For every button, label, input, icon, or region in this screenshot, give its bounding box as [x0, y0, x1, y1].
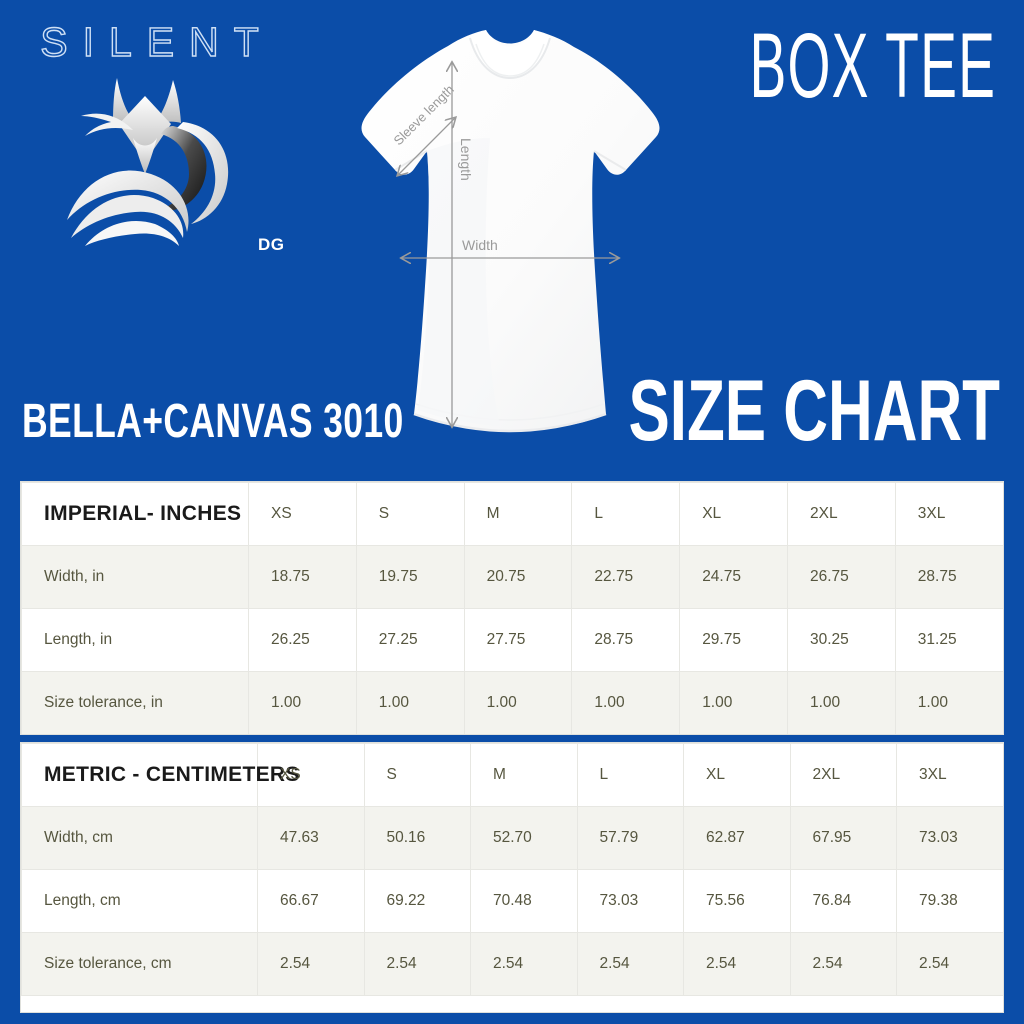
- cell-length-in-xs: 26.25: [248, 608, 357, 672]
- size-chart-title: SIZE CHART: [628, 363, 1000, 459]
- cell-width-in-s: 19.75: [355, 545, 465, 609]
- table-row: Size tolerance, cm 2.54 2.54 2.54 2.54 2…: [21, 932, 1003, 996]
- cell-tolerance-cm-l: 2.54: [576, 932, 684, 996]
- cell-tolerance-cm-s: 2.54: [363, 932, 471, 996]
- cell-width-cm-xs: 47.63: [257, 806, 365, 870]
- style-number-label: BELLA+CANVAS 3010: [22, 395, 404, 448]
- cell-tolerance-in-xs: 1.00: [248, 671, 357, 734]
- cell-tolerance-in-xl: 1.00: [679, 671, 788, 734]
- metric-size-header-s: S: [363, 743, 471, 807]
- cell-width-in-xs: 18.75: [248, 545, 357, 609]
- cell-tolerance-cm-2xl: 2.54: [789, 932, 897, 996]
- cell-tolerance-in-m: 1.00: [463, 671, 573, 734]
- table-row: Size tolerance, in 1.00 1.00 1.00 1.00 1…: [21, 671, 1003, 734]
- cell-tolerance-in-s: 1.00: [355, 671, 465, 734]
- product-title: BOX TEE: [749, 15, 996, 117]
- size-header-l: L: [571, 482, 681, 546]
- row-label-length-in: Length, in: [21, 608, 249, 672]
- imperial-unit-header: IMPERIAL- INCHES: [21, 482, 249, 546]
- cell-tolerance-in-2xl: 1.00: [786, 671, 896, 734]
- cell-length-in-m: 27.75: [463, 608, 573, 672]
- cell-length-cm-xl: 75.56: [683, 869, 791, 933]
- metric-size-header-3xl: 3XL: [896, 743, 1003, 807]
- fox-swirl-logo-icon: [67, 78, 229, 246]
- size-header-3xl: 3XL: [894, 482, 1003, 546]
- tshirt-diagram: Sleeve length Length Width: [361, 30, 660, 433]
- row-label-length-cm: Length, cm: [21, 869, 258, 933]
- table-header-row: IMPERIAL- INCHES XS S M L XL 2XL 3XL: [21, 482, 1003, 546]
- cell-width-in-m: 20.75: [463, 545, 573, 609]
- table-row: Width, in 18.75 19.75 20.75 22.75 24.75 …: [21, 545, 1003, 609]
- table-header-row: METRIC - CENTIMETERS XS S M L XL 2XL 3XL: [21, 743, 1003, 807]
- brand-initials: DG: [258, 235, 285, 254]
- size-header-xl: XL: [679, 482, 788, 546]
- cell-width-in-3xl: 28.75: [894, 545, 1003, 609]
- metric-unit-header: METRIC - CENTIMETERS: [21, 743, 299, 807]
- row-label-tolerance-in: Size tolerance, in: [21, 671, 249, 734]
- cell-tolerance-cm-3xl: 2.54: [896, 932, 1003, 996]
- size-header-xs: XS: [248, 482, 357, 546]
- cell-width-cm-l: 57.79: [576, 806, 684, 870]
- cell-length-in-2xl: 30.25: [786, 608, 896, 672]
- cell-length-cm-m: 70.48: [470, 869, 578, 933]
- cell-length-in-3xl: 31.25: [894, 608, 1003, 672]
- metric-size-table: METRIC - CENTIMETERS XS S M L XL 2XL 3XL…: [20, 742, 1004, 1013]
- cell-length-cm-s: 69.22: [363, 869, 471, 933]
- cell-width-cm-xl: 62.87: [683, 806, 791, 870]
- brand-block: SILENT: [0, 0, 320, 290]
- cell-tolerance-in-l: 1.00: [571, 671, 681, 734]
- sleeve-length-arrow: [398, 118, 455, 175]
- cell-width-cm-m: 52.70: [470, 806, 578, 870]
- cell-width-in-xl: 24.75: [679, 545, 788, 609]
- row-label-tolerance-cm: Size tolerance, cm: [21, 932, 258, 996]
- cell-width-cm-2xl: 67.95: [789, 806, 897, 870]
- cell-length-cm-xs: 66.67: [257, 869, 365, 933]
- size-header-m: M: [463, 482, 573, 546]
- length-label: Length: [458, 138, 474, 181]
- cell-width-cm-3xl: 73.03: [896, 806, 1003, 870]
- table-row: Length, in 26.25 27.25 27.75 28.75 29.75…: [21, 608, 1003, 672]
- table-row: Length, cm 66.67 69.22 70.48 73.03 75.56…: [21, 869, 1003, 933]
- size-header-2xl: 2XL: [786, 482, 896, 546]
- cell-length-in-l: 28.75: [571, 608, 681, 672]
- row-label-width-cm: Width, cm: [21, 806, 258, 870]
- cell-tolerance-cm-xl: 2.54: [683, 932, 791, 996]
- size-header-s: S: [355, 482, 465, 546]
- cell-length-cm-2xl: 76.84: [789, 869, 897, 933]
- brand-wordmark: SILENT: [40, 19, 274, 65]
- cell-length-in-xl: 29.75: [679, 608, 788, 672]
- cell-width-cm-s: 50.16: [363, 806, 471, 870]
- cell-length-cm-3xl: 79.38: [896, 869, 1003, 933]
- metric-size-header-xl: XL: [683, 743, 791, 807]
- cell-length-in-s: 27.25: [355, 608, 465, 672]
- cell-tolerance-in-3xl: 1.00: [894, 671, 1003, 734]
- metric-size-header-m: M: [470, 743, 578, 807]
- table-row: Width, cm 47.63 50.16 52.70 57.79 62.87 …: [21, 806, 1003, 870]
- cell-tolerance-cm-xs: 2.54: [257, 932, 365, 996]
- cell-length-cm-l: 73.03: [576, 869, 684, 933]
- cell-tolerance-cm-m: 2.54: [470, 932, 578, 996]
- metric-size-header-2xl: 2XL: [789, 743, 897, 807]
- metric-size-header-l: L: [576, 743, 684, 807]
- cell-width-in-2xl: 26.75: [786, 545, 896, 609]
- metric-size-header-xs: XS: [257, 743, 365, 807]
- row-label-width-in: Width, in: [21, 545, 249, 609]
- cell-width-in-l: 22.75: [571, 545, 681, 609]
- width-label: Width: [462, 237, 498, 253]
- imperial-size-table: IMPERIAL- INCHES XS S M L XL 2XL 3XL Wid…: [20, 481, 1004, 735]
